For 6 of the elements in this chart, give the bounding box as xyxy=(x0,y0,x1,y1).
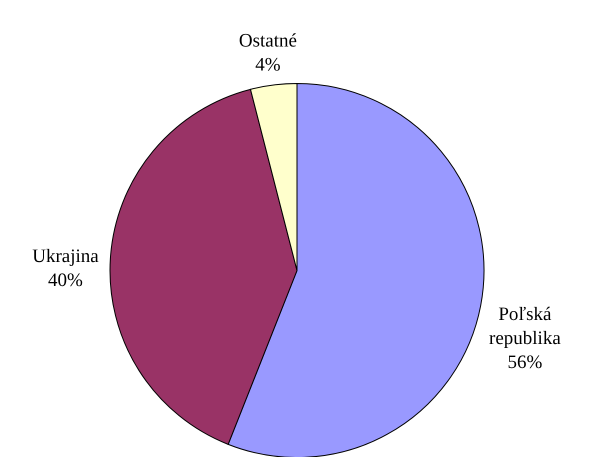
data-label: 56% xyxy=(507,352,542,373)
data-label: 4% xyxy=(255,54,281,76)
slice-label: Poľská republika xyxy=(489,304,562,349)
slice-label: Ukrajina xyxy=(32,246,100,267)
data-label: 40% xyxy=(48,270,84,291)
slice-label: Ostatné xyxy=(238,30,297,52)
